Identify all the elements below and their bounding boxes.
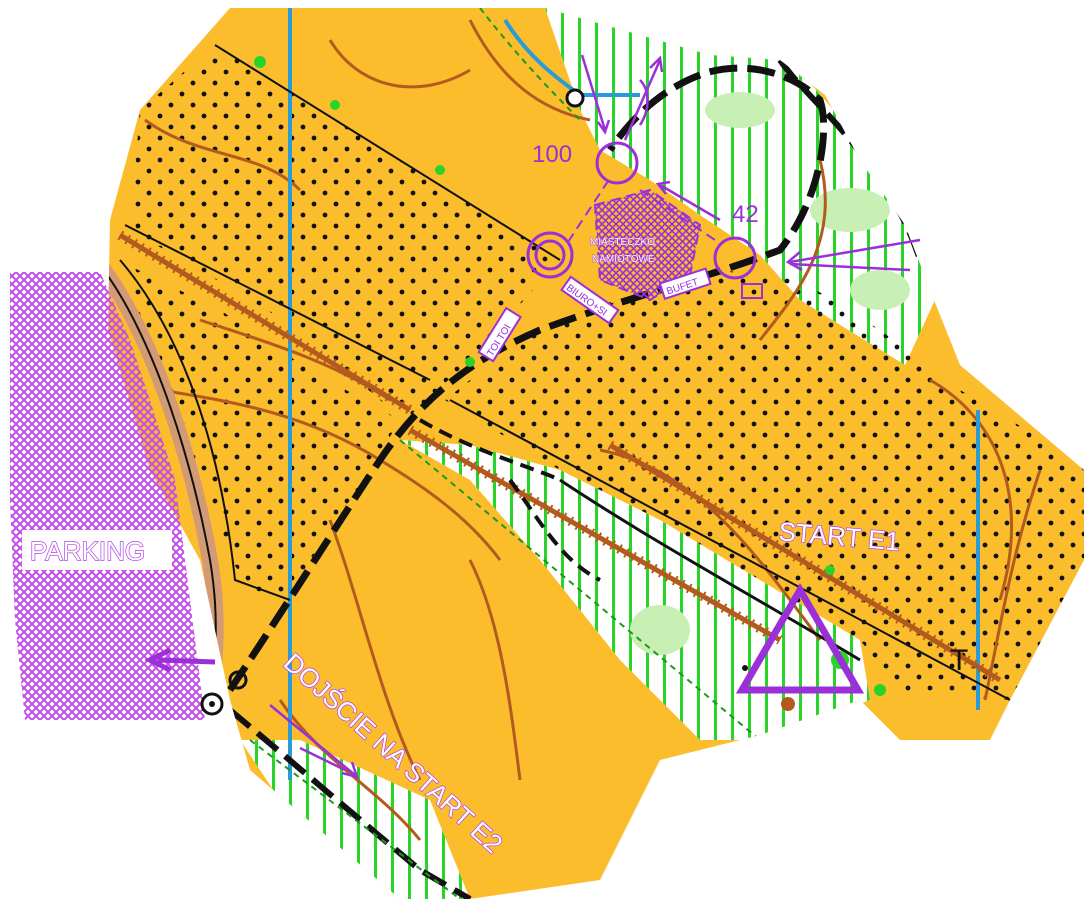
brown-point — [781, 697, 795, 711]
start-dot — [742, 665, 748, 671]
finish-inner-circle — [534, 239, 566, 271]
t-marker: T — [950, 644, 968, 677]
junction-circle-2 — [228, 670, 248, 690]
tent-town-label-2: NAMIOTOWE — [592, 254, 655, 265]
control-circle-100 — [595, 141, 639, 185]
parking-label-bg — [22, 530, 172, 570]
boundary-lines — [119, 44, 1011, 701]
control-100-label: 100 — [532, 141, 572, 168]
control-circle-42 — [713, 236, 757, 280]
junction-circle-top — [565, 88, 585, 108]
rough-open-area-e — [445, 270, 1084, 700]
finish-outer-circle — [526, 231, 574, 279]
earth-banks — [117, 230, 1003, 685]
start-triangle — [735, 583, 865, 694]
small-control-box — [741, 283, 763, 299]
tent-town-area — [595, 190, 700, 300]
light-green-patch-2 — [810, 188, 890, 232]
junction-circle — [200, 692, 224, 716]
rough-open-area-w — [128, 265, 400, 600]
parking-arrow — [144, 647, 216, 673]
rough-open-area-nw — [130, 45, 560, 420]
direction-arrows — [269, 54, 921, 779]
parking-area — [10, 272, 205, 720]
light-green-patch — [705, 92, 775, 128]
tent-town-label-1: MIASTECZKO — [590, 237, 655, 248]
green-stripes-bottom — [240, 740, 470, 899]
light-green-patch-3 — [850, 270, 910, 310]
light-green-patch-4 — [630, 605, 690, 655]
junction-center — [209, 701, 215, 707]
vegetation-boundaries — [249, 8, 761, 899]
course-dashed-lines — [567, 174, 716, 243]
control-42-label: 42 — [732, 201, 759, 228]
parking-label: PARKING — [30, 536, 145, 566]
contour-lines — [144, 19, 1042, 841]
